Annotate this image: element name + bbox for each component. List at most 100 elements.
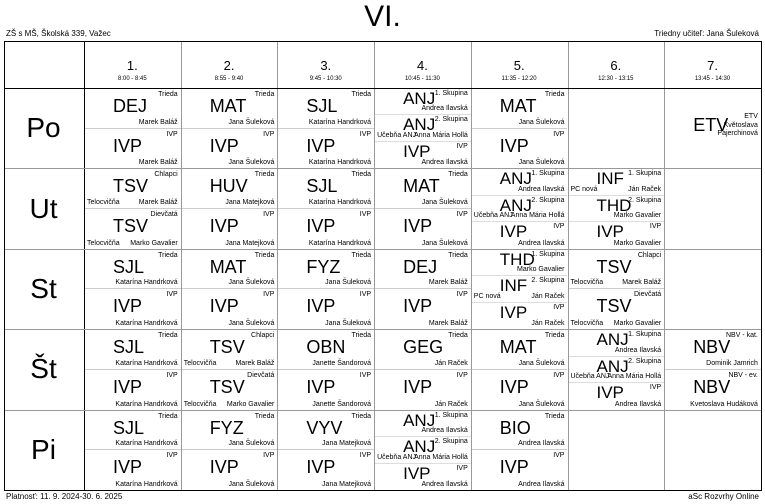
lesson-cell[interactable]: Chlapci TSV Telocvičňa Marek Baláž Dievčatá T… xyxy=(85,169,181,248)
lesson-entry[interactable]: IVP IVP Jana Šuleková xyxy=(375,209,471,249)
lesson-cell[interactable] xyxy=(665,169,761,248)
lesson-entry[interactable]: IVP IVP Katarína Handrková xyxy=(85,450,181,490)
lesson-entry[interactable]: IVP IVP Katarína Handrková xyxy=(85,370,181,410)
lesson-cell[interactable]: Trieda SJL Katarína Handrková IVP IVP Katarín… xyxy=(278,169,375,249)
lesson-cell[interactable]: Chlapci TSV Telocvičňa Marek Baláž Dievčatá T… xyxy=(181,330,278,410)
lesson-entry[interactable]: NBV - kat. NBV Dominik Jamrich xyxy=(665,330,761,370)
lesson-cell[interactable]: Trieda GEG Ján Raček IVP IVP Ján Raček xyxy=(375,330,471,409)
lesson-entry[interactable]: 2. Skupina INF PC nová Ján Raček xyxy=(471,276,568,303)
lesson-entry[interactable]: Dievčatá TSV Telocvičňa Marko Gavalier xyxy=(85,209,181,249)
lesson-cell[interactable]: Trieda MAT Jana Šuleková IVP IVP Jana Šulekov… xyxy=(471,330,568,410)
lesson-entry[interactable]: Trieda BIO Andrea Ilavská xyxy=(471,411,568,451)
lesson-entry[interactable]: Trieda FYZ Jana Šuleková xyxy=(278,250,375,290)
lesson-entry[interactable]: Trieda MAT Jana Šuleková xyxy=(471,330,568,370)
lesson-entry[interactable]: Trieda SJL Katarína Handrková xyxy=(85,250,181,290)
lesson-entry[interactable]: IVP IVP Katarína Handrková xyxy=(278,209,374,249)
lesson-entry[interactable]: IVP IVP Andrea Ilavská xyxy=(472,222,568,248)
lesson-entry[interactable]: NBV - ev. NBV Kvetoslava Hudáková xyxy=(665,370,761,410)
lesson-cell[interactable]: Trieda VYV Jana Matejková IVP IVP Jana Matejk… xyxy=(278,411,375,490)
lesson-cell[interactable] xyxy=(569,89,665,168)
lesson-cell[interactable]: Trieda DEJ Marek Baláž IVP IVP Marek Baláž xyxy=(375,250,471,329)
lesson-entry[interactable]: IVP IVP Jana Šuleková xyxy=(472,370,568,410)
lesson-entry[interactable]: IVP IVP Janette Šandorová xyxy=(278,370,374,410)
lesson-entry[interactable]: IVP IVP Jana Šuleková xyxy=(278,289,374,329)
lesson-cell[interactable]: Trieda BIO Andrea Ilavská IVP IVP Andrea Ilav… xyxy=(471,411,568,490)
lesson-cell[interactable]: Trieda FYZ Jana Šuleková IVP IVP Jana Šulekov… xyxy=(181,411,278,490)
lesson-entry[interactable]: Trieda MAT Jana Šuleková xyxy=(181,89,278,129)
lesson-entry[interactable]: IVP IVP Jana Matejková xyxy=(182,209,278,249)
lesson-entry[interactable]: IVP IVP Andrea Ilavská xyxy=(472,450,568,490)
lesson-cell[interactable]: Trieda HUV Jana Matejková IVP IVP Jana Matejk… xyxy=(181,169,278,249)
lesson-cell[interactable] xyxy=(665,250,761,329)
lesson-entry[interactable]: IVP IVP Andrea Ilavská xyxy=(569,383,665,409)
lesson-cell[interactable]: 1. Skupina INF PC nová Ján Raček 2. Skupina T… xyxy=(568,169,665,248)
lesson-cell[interactable]: Trieda MAT Jana Šuleková IVP IVP Jana Šulekov… xyxy=(181,89,278,169)
lesson-cell[interactable]: Trieda SJL Katarína Handrková IVP IVP Katarín… xyxy=(85,411,181,490)
lesson-entry[interactable]: Chlapci TSV Telocvičňa Marek Baláž xyxy=(568,250,665,290)
lesson-entry[interactable]: IVP IVP Ján Raček xyxy=(472,303,568,329)
lesson-cell[interactable]: Trieda MAT Jana Šuleková IVP IVP Jana Šulekov… xyxy=(375,169,471,248)
lesson-cell[interactable]: Trieda SJL Katarína Handrková IVP IVP Katarín… xyxy=(278,89,375,169)
lesson-cell[interactable]: Trieda SJL Katarína Handrková IVP IVP Katarín… xyxy=(85,330,181,409)
lesson-entry[interactable]: Trieda GEG Ján Raček xyxy=(375,330,471,370)
lesson-entry[interactable]: 1. Skupina ANJ Andrea Ilavská xyxy=(375,411,471,438)
lesson-entry[interactable]: Trieda VYV Jana Matejková xyxy=(278,411,375,451)
lesson-cell[interactable]: 1. Skupina ANJ Andrea Ilavská 2. Skupina ANJ… xyxy=(471,169,568,248)
lesson-entry[interactable]: Trieda SJL Katarína Handrková xyxy=(85,330,181,370)
lesson-entry[interactable]: IVP IVP Jana Matejková xyxy=(278,450,374,490)
lesson-cell[interactable] xyxy=(665,411,761,490)
lesson-cell[interactable]: 1. Skupina ANJ Andrea Ilavská 2. Skupina ANJ… xyxy=(568,330,665,409)
lesson-entry[interactable]: 2. Skupina ANJ Učebňa ANJ Anna Mária Hollá xyxy=(375,437,471,464)
lesson-cell[interactable]: Trieda MAT Jana Šuleková IVP IVP Jana Šulekov… xyxy=(181,250,278,329)
lesson-cell[interactable]: NBV - kat. NBV Dominik Jamrich NBV - ev. NBV… xyxy=(665,330,761,409)
lesson-entry[interactable]: Trieda FYZ Jana Šuleková xyxy=(181,411,278,451)
lesson-subject: ANJ xyxy=(403,437,436,457)
lesson-entry[interactable]: 2. Skupina THD Marko Gavalier xyxy=(568,196,665,223)
lesson-entry[interactable]: 1. Skupina INF PC nová Ján Raček xyxy=(568,169,665,196)
lesson-entry[interactable]: IVP IVP Jana Šuleková xyxy=(472,129,568,169)
lesson-entry[interactable]: Trieda OBN Janette Šandorová xyxy=(278,330,375,370)
lesson-cell[interactable] xyxy=(569,411,665,490)
lesson-entry[interactable]: IVP IVP Jana Šuleková xyxy=(182,289,278,329)
lesson-entry[interactable]: Dievčatá TSV Telocvičňa Marko Gavalier xyxy=(182,370,278,410)
lesson-cell[interactable]: Trieda OBN Janette Šandorová IVP IVP Janette … xyxy=(278,330,375,410)
lesson-cell[interactable]: Trieda FYZ Jana Šuleková IVP IVP Jana Šulekov… xyxy=(278,250,375,329)
lesson-entry[interactable]: Trieda HUV Jana Matejková xyxy=(181,169,278,210)
lesson-entry[interactable]: 2. Skupina ANJ Učebňa ANJ Anna Mária Hollá xyxy=(375,115,471,142)
lesson-cell[interactable]: Trieda DEJ Marek Baláž IVP IVP Marek Baláž xyxy=(85,89,181,168)
lesson-entry[interactable]: Trieda MAT Jana Šuleková xyxy=(375,169,471,210)
lesson-entry[interactable]: Trieda SJL Katarína Handrková xyxy=(278,169,375,210)
lesson-cell[interactable]: 1. Skupina ANJ Andrea Ilavská 2. Skupina ANJ… xyxy=(375,89,471,168)
lesson-cell[interactable]: Trieda MAT Jana Šuleková IVP IVP Jana Šulekov… xyxy=(471,89,568,169)
lesson-entry[interactable]: Trieda SJL Katarína Handrková xyxy=(278,89,375,129)
lesson-entry[interactable]: Trieda DEJ Marek Baláž xyxy=(85,89,181,129)
lesson-entry[interactable]: Trieda MAT Jana Šuleková xyxy=(471,89,568,129)
lesson-entry[interactable]: 1. Skupina ANJ Andrea Ilavská xyxy=(568,330,665,357)
lesson-entry[interactable]: Trieda SJL Katarína Handrková xyxy=(85,411,181,451)
lesson-entry[interactable]: IVP IVP Marek Baláž xyxy=(85,129,181,169)
lesson-cell[interactable]: ETV ETV Květoslava Pajerchinová xyxy=(665,89,761,168)
lesson-entry[interactable]: IVP IVP Andrea Ilavská xyxy=(375,142,471,168)
lesson-entry[interactable]: IVP IVP Katarína Handrková xyxy=(278,129,374,169)
lesson-cell[interactable]: Chlapci TSV Telocvičňa Marek Baláž Dievčatá T… xyxy=(568,250,665,329)
lesson-entry[interactable]: IVP IVP Marko Gavalier xyxy=(569,222,665,248)
lesson-entry[interactable]: Chlapci TSV Telocvičňa Marek Baláž xyxy=(181,330,278,370)
lesson-cell[interactable]: Trieda SJL Katarína Handrková IVP IVP Katarín… xyxy=(85,250,181,329)
lesson-entry[interactable]: IVP IVP Jana Šuleková xyxy=(182,450,278,490)
lesson-entry[interactable]: IVP IVP Katarína Handrková xyxy=(85,289,181,329)
lesson-entry[interactable]: 1. Skupina ANJ Andrea Ilavská xyxy=(375,89,471,116)
lesson-entry[interactable]: IVP IVP Jana Šuleková xyxy=(182,129,278,169)
lesson-entry[interactable]: Trieda MAT Jana Šuleková xyxy=(181,250,278,290)
lesson-entry[interactable]: 2. Skupina ANJ Učebňa ANJ Anna Mária Hollá xyxy=(471,196,568,223)
lesson-cell[interactable]: 1. Skupina THD Marko Gavalier 2. Skupina INF… xyxy=(471,250,568,329)
lesson-entry[interactable]: 1. Skupina ANJ Andrea Ilavská xyxy=(471,169,568,196)
lesson-entry[interactable]: 1. Skupina THD Marko Gavalier xyxy=(471,250,568,277)
lesson-entry[interactable]: Chlapci TSV Telocvičňa Marek Baláž xyxy=(85,169,181,210)
lesson-entry[interactable]: IVP IVP Marek Baláž xyxy=(375,289,471,329)
lesson-entry[interactable]: IVP IVP Ján Raček xyxy=(375,370,471,410)
lesson-entry[interactable]: Dievčatá TSV Telocvičňa Marko Gavalier xyxy=(569,289,665,329)
lesson-entry[interactable]: 2. Skupina ANJ Učebňa ANJ Anna Mária Hollá xyxy=(568,357,665,384)
lesson-entry[interactable]: IVP IVP Andrea Ilavská xyxy=(375,464,471,490)
lesson-entry[interactable]: Trieda DEJ Marek Baláž xyxy=(375,250,471,290)
lesson-cell[interactable]: 1. Skupina ANJ Andrea Ilavská 2. Skupina ANJ… xyxy=(375,411,471,490)
